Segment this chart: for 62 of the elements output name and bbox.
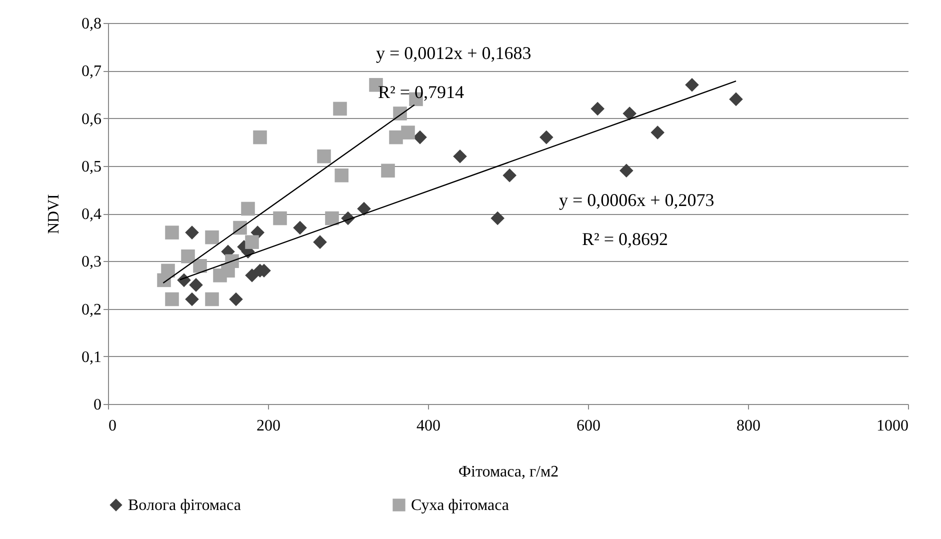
x-tick-label: 600	[576, 418, 600, 434]
point	[490, 211, 504, 226]
point	[540, 130, 554, 144]
y-tick-label: 0,4	[82, 206, 102, 223]
point	[685, 78, 699, 92]
point	[729, 92, 743, 106]
point	[225, 254, 239, 268]
y-tick-label: 0,6	[82, 110, 102, 128]
y-tick-label: 0,3	[82, 254, 102, 271]
point	[502, 168, 516, 182]
annotation: y = 0,0006x + 0,2073	[559, 190, 714, 210]
point	[245, 235, 259, 249]
point	[177, 273, 191, 288]
annotation: y = 0,0012x + 0,1683	[376, 43, 532, 63]
point	[181, 249, 195, 264]
y-tick-label: 0,5	[82, 158, 102, 176]
x-tick-label: 1000	[876, 418, 908, 434]
point	[253, 130, 267, 144]
x-tick-label: 0	[108, 418, 116, 434]
point	[401, 126, 415, 140]
y-tick-label: 0,8	[82, 16, 102, 32]
point	[590, 102, 604, 116]
point	[357, 202, 371, 216]
x-tick-label: 800	[736, 418, 760, 434]
y-tick-label: 0,2	[82, 301, 102, 318]
point	[161, 264, 175, 278]
point	[165, 226, 179, 240]
annotation: R² = 0,7914	[378, 82, 464, 102]
y-tick-label: 0	[94, 396, 102, 414]
point	[293, 220, 307, 235]
x-axis-title: Фітомаса, г/м2	[458, 464, 559, 480]
point	[381, 164, 395, 178]
point	[165, 292, 179, 306]
point	[205, 230, 219, 244]
x-tick-label: 200	[256, 418, 280, 434]
point	[185, 292, 199, 306]
y-axis-title: NDVI	[46, 194, 62, 234]
point	[622, 106, 636, 120]
point	[333, 102, 347, 116]
point	[245, 268, 259, 282]
y-tick-label: 0,1	[82, 348, 102, 366]
x-tick-label: 400	[416, 418, 440, 434]
annotation: R² = 0,8692	[582, 229, 668, 249]
legend-label: Волога фітомаса	[128, 497, 241, 514]
point	[650, 126, 664, 140]
legend-label: Суха фітомаса	[411, 497, 509, 514]
point	[453, 149, 467, 164]
point	[317, 149, 331, 164]
point	[205, 292, 219, 306]
point	[620, 164, 634, 178]
point	[193, 258, 207, 273]
point	[413, 130, 427, 144]
point	[273, 211, 287, 226]
point	[229, 292, 243, 306]
point	[189, 278, 203, 292]
point	[389, 130, 403, 144]
point	[325, 211, 339, 226]
point	[313, 235, 327, 249]
point	[185, 226, 199, 240]
point	[334, 168, 348, 182]
point	[241, 202, 255, 216]
y-tick-label: 0,7	[82, 63, 102, 80]
